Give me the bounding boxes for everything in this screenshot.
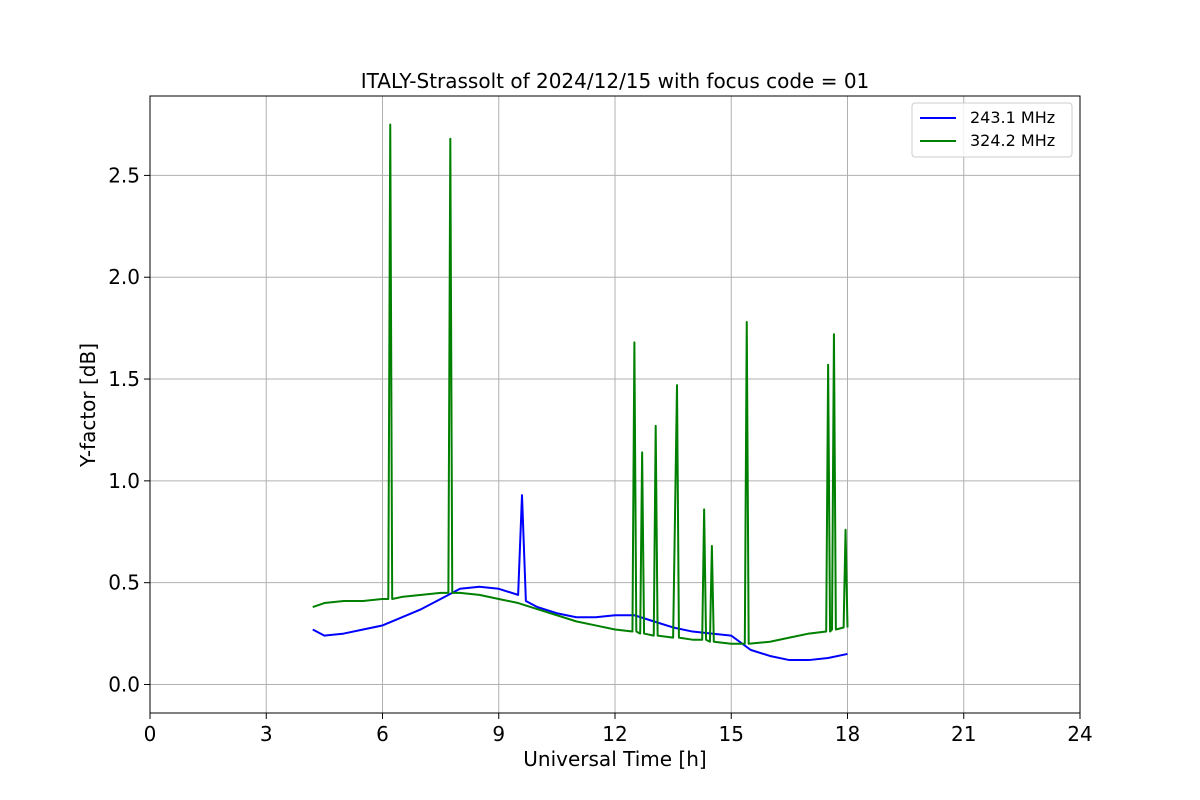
x-axis-label: Universal Time [h] [523,747,706,771]
x-tick-label: 9 [492,722,505,746]
series-line-243 [312,494,848,662]
y-tick-label: 2.0 [108,265,140,289]
x-tick-label: 12 [602,722,627,746]
y-tick-label: 1.0 [108,469,140,493]
x-tick-label: 3 [260,722,273,746]
y-axis-label: Y-factor [dB] [76,343,100,468]
x-tick-label: 15 [719,722,744,746]
legend: 243.1 MHz 324.2 MHz [911,102,1073,158]
legend-box [911,102,1073,158]
y-tick-label: 2.5 [108,163,140,187]
y-axis: 0.0 0.5 1.0 1.5 2.0 2.5 [108,163,150,696]
series-line-324 [312,123,849,645]
legend-label-324: 324.2 MHz [970,131,1055,150]
x-tick-label: 21 [951,722,976,746]
x-tick-label: 24 [1067,722,1092,746]
x-tick-label: 6 [376,722,389,746]
x-tick-label: 0 [144,722,157,746]
legend-label-243: 243.1 MHz [970,108,1055,127]
x-tick-label: 18 [835,722,860,746]
chart-title: ITALY-Strassolt of 2024/12/15 with focus… [361,69,870,93]
x-axis: 0 3 6 9 12 15 18 21 24 [144,713,1093,746]
y-tick-label: 0.5 [108,571,140,595]
y-tick-label: 0.0 [108,672,140,696]
y-tick-label: 1.5 [108,367,140,391]
series-layer [312,123,849,662]
